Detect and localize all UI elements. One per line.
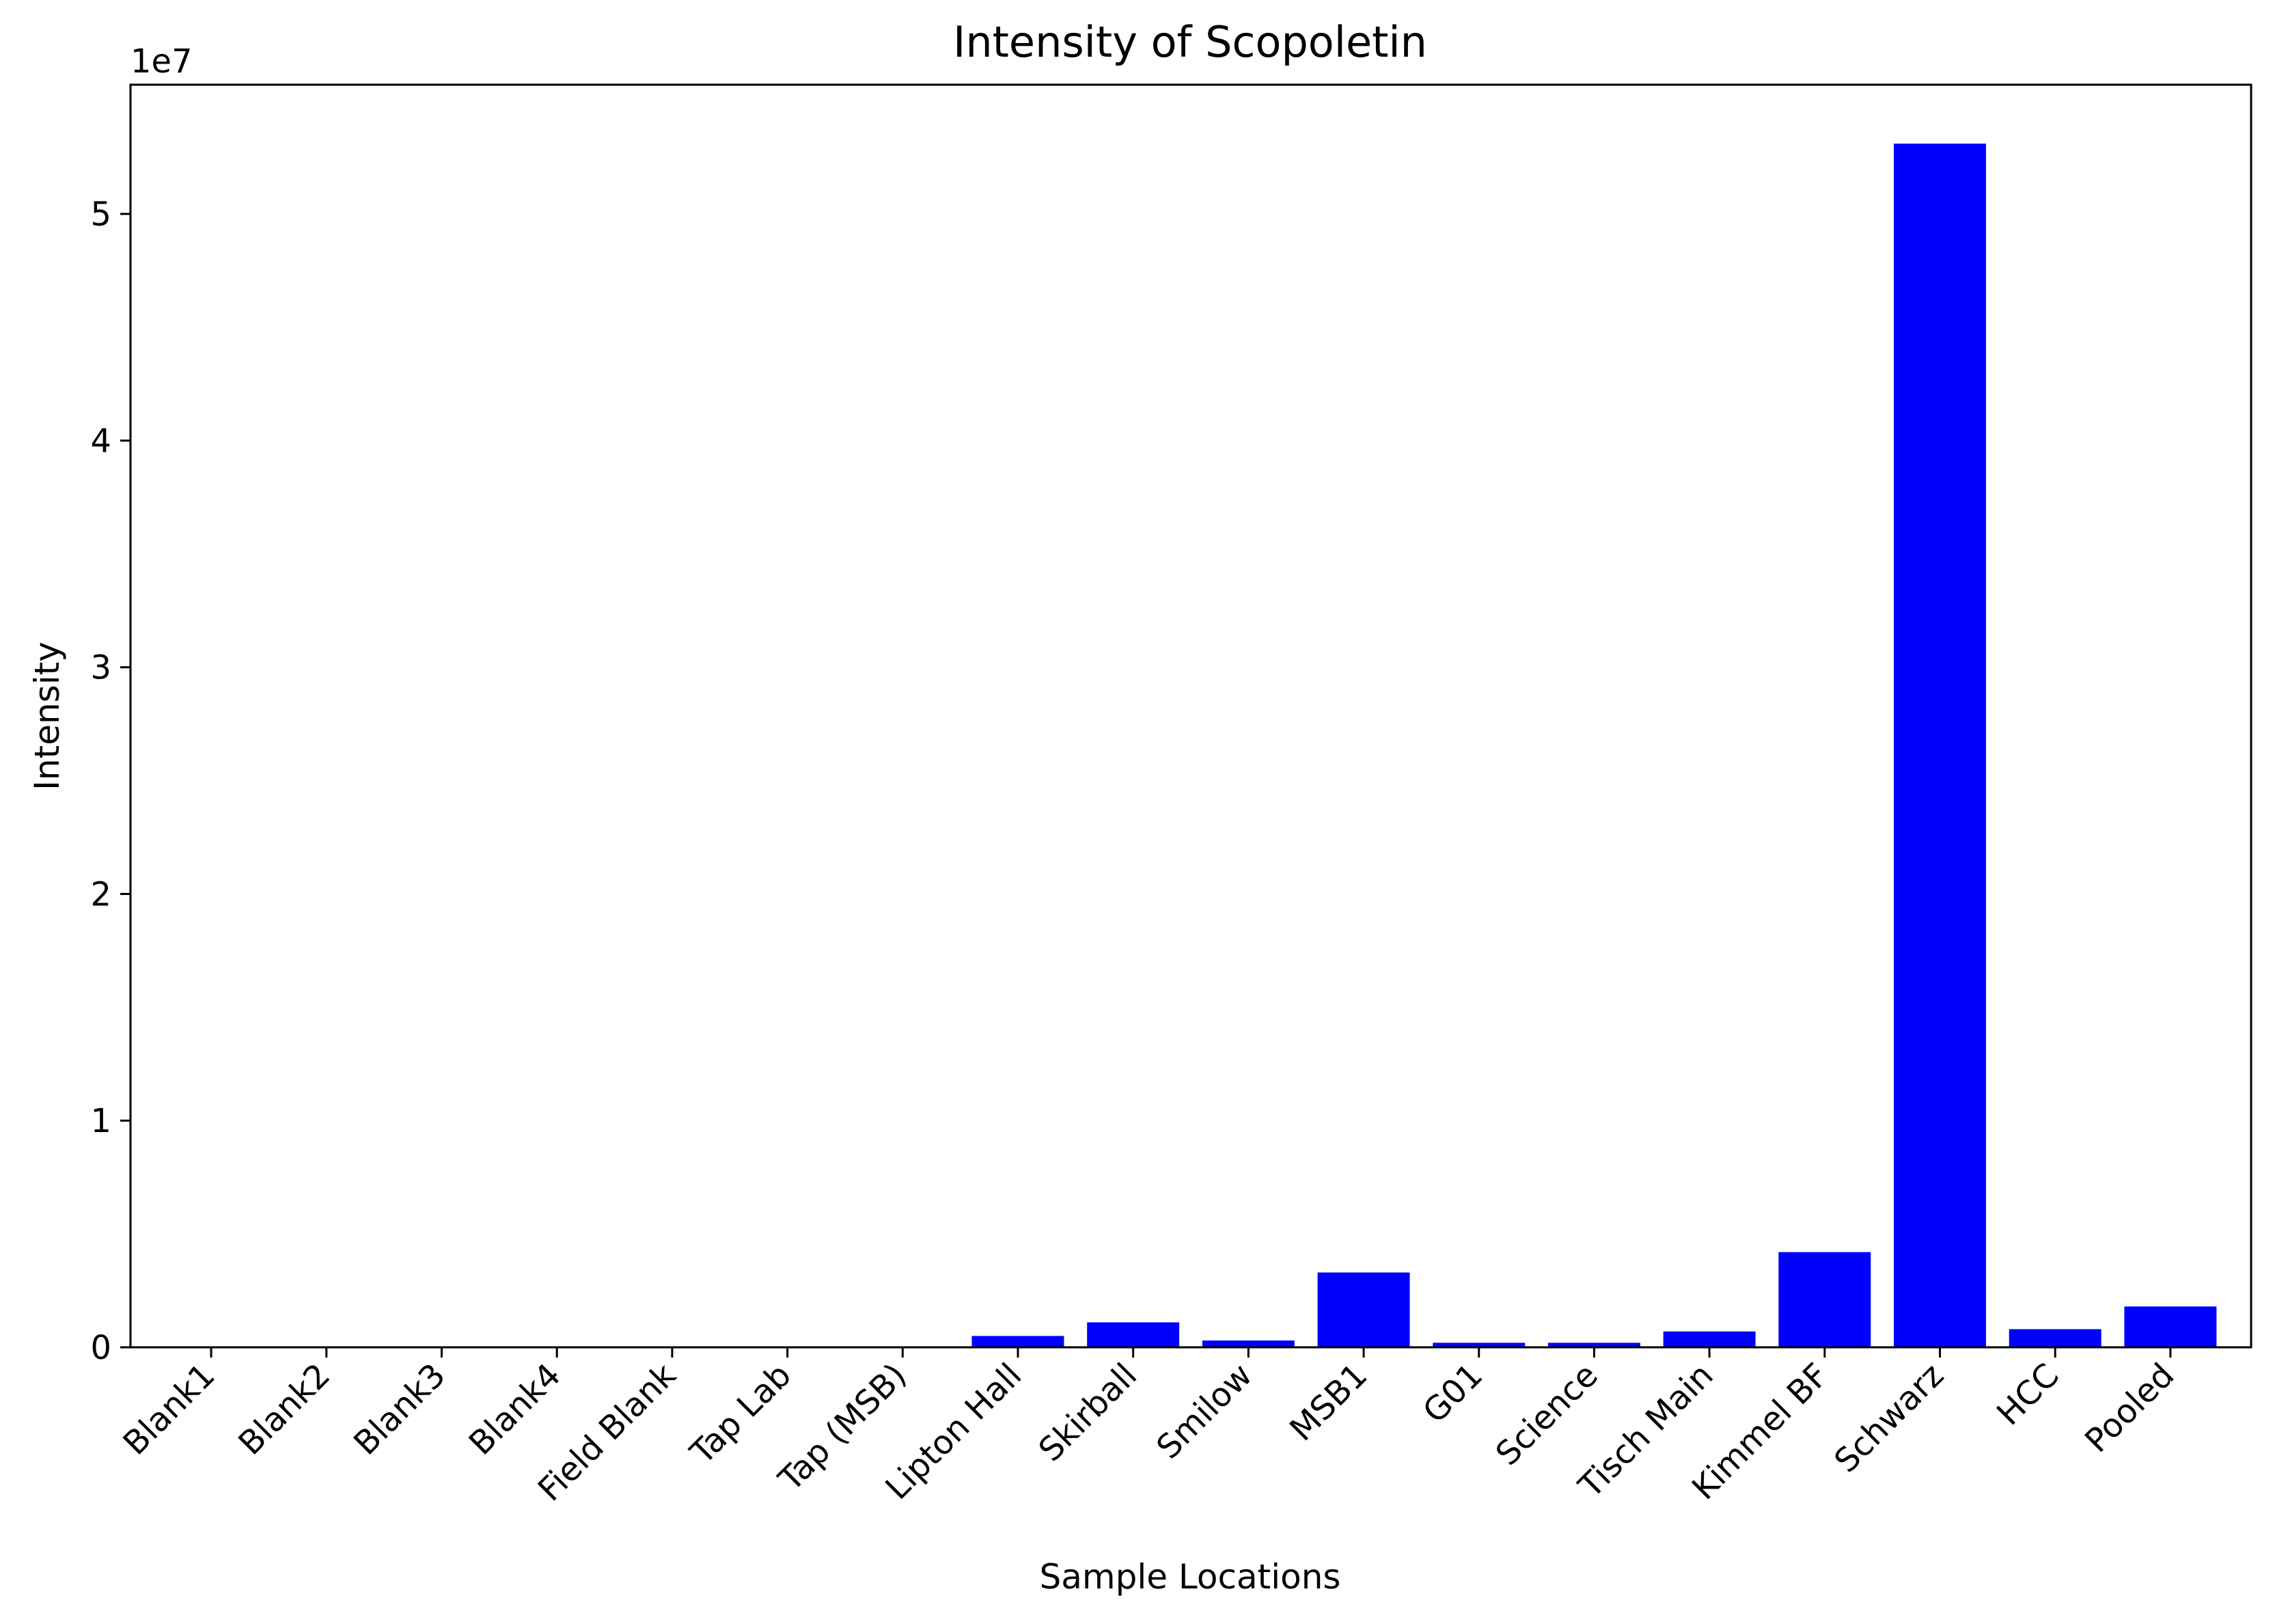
y-tick-label: 0	[90, 1329, 111, 1367]
y-axis-label: Intensity	[27, 642, 67, 790]
y-tick-label: 3	[90, 649, 111, 687]
y-tick-label: 2	[90, 875, 111, 913]
y-axis-offset-label: 1e7	[130, 42, 193, 81]
bar	[1202, 1340, 1295, 1347]
bar	[1894, 143, 1986, 1347]
x-axis-label: Sample Locations	[1040, 1557, 1341, 1597]
bar	[2124, 1306, 2217, 1347]
bar	[1433, 1343, 1526, 1347]
bar	[1663, 1331, 1756, 1347]
bars	[971, 143, 2217, 1347]
y-axis-ticks: 0 1 2 3 4 5	[90, 195, 130, 1367]
plot-area-frame	[129, 83, 2252, 1349]
bar	[971, 1336, 1064, 1347]
bar	[1317, 1272, 1410, 1347]
chart-title: Intensity of Scopoletin	[953, 17, 1427, 67]
y-tick-label: 5	[90, 195, 111, 234]
bar	[1087, 1322, 1180, 1347]
bar	[1547, 1343, 1640, 1347]
y-tick-label: 1	[90, 1102, 111, 1140]
y-tick-label: 4	[90, 422, 111, 460]
bar	[2009, 1329, 2101, 1347]
bar	[1778, 1252, 1871, 1347]
